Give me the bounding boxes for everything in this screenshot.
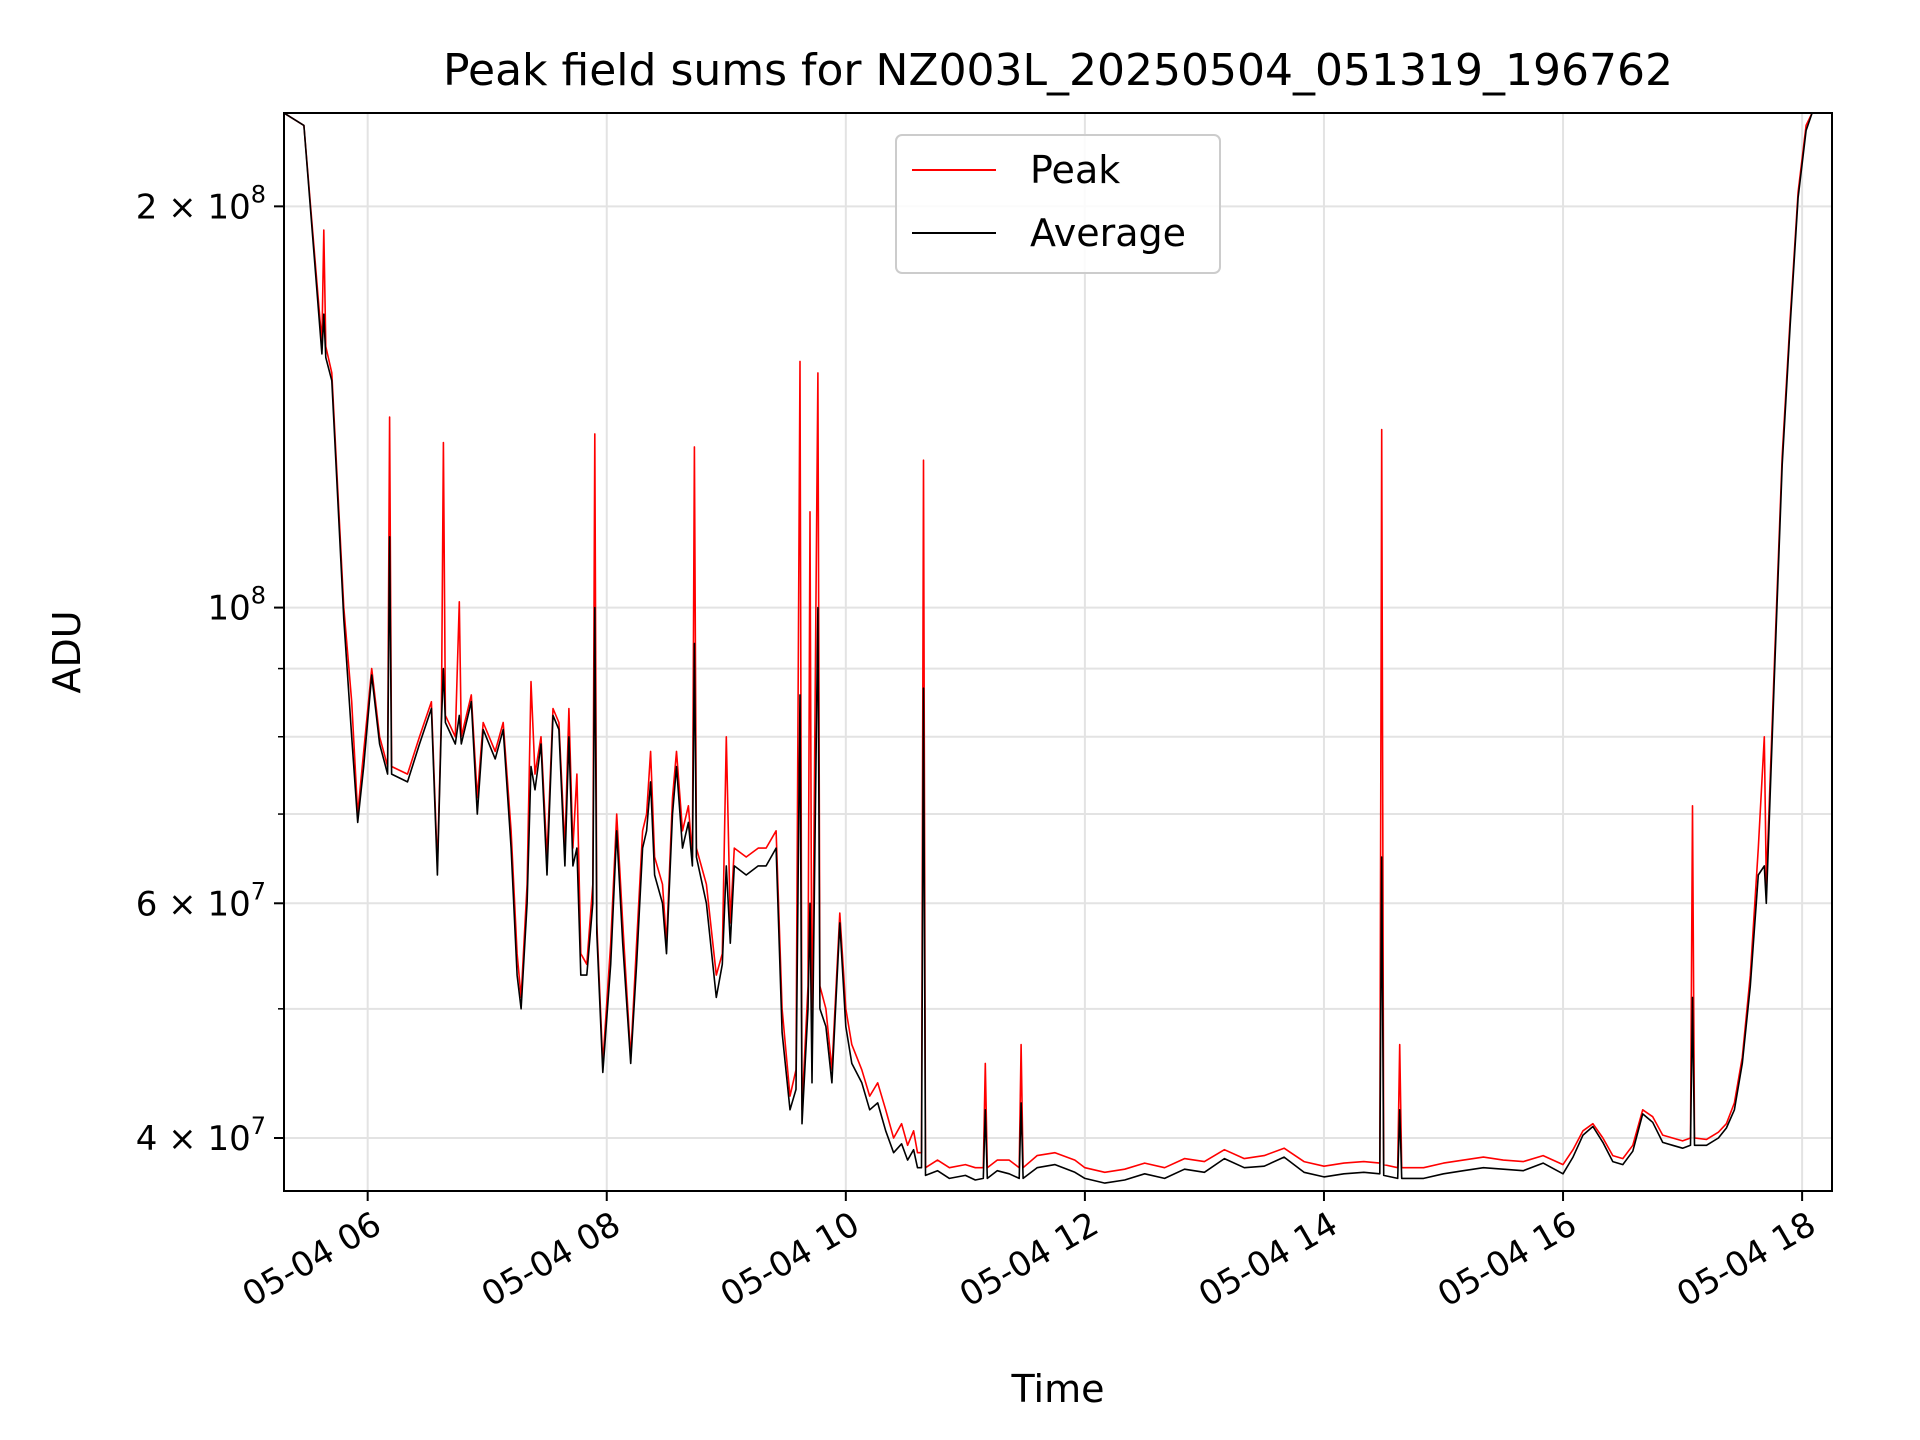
chart-title: Peak field sums for NZ003L_20250504_0513… [443,45,1673,96]
y-tick-label: 108 [207,582,266,629]
series-layer [284,113,1832,1184]
plot-frame [283,112,1833,1192]
x-axis-label: Time [1011,1367,1105,1411]
series-line-average [284,113,1832,1184]
legend-label-average: Average [1030,211,1186,255]
legend: Peak Average [895,134,1221,274]
y-tick-label: 2 × 108 [136,180,266,227]
y-tick-label: 4 × 107 [136,1112,266,1159]
y-axis-label: ADU [45,610,89,693]
y-tick-label: 6 × 107 [136,877,266,924]
legend-label-peak: Peak [1030,148,1120,192]
